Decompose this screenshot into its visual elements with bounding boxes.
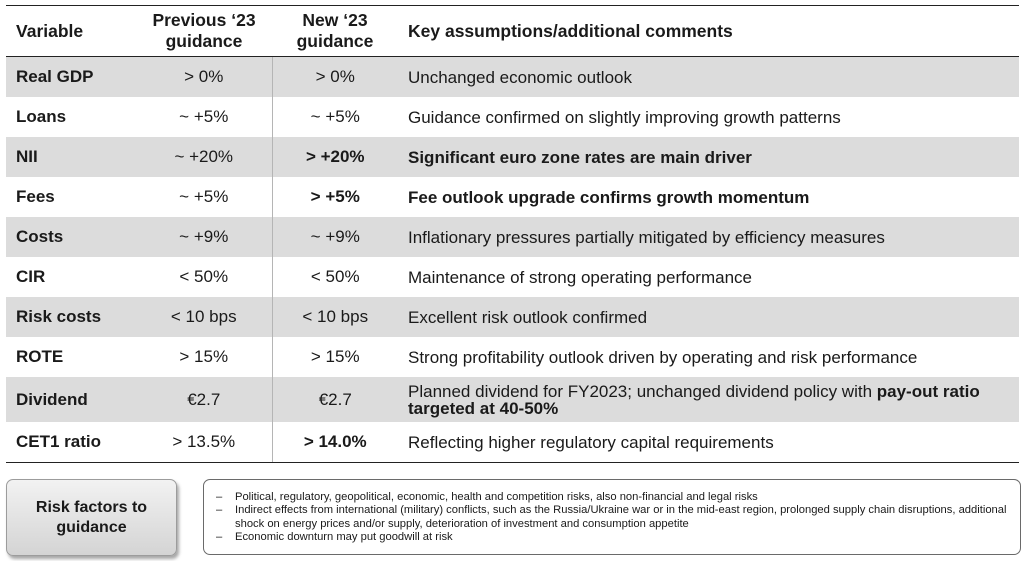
table-row-cet1-ratio: CET1 ratio > 13.5% > 14.0% Reflecting hi… bbox=[6, 422, 1019, 463]
comment-cell: Planned dividend for FY2023; unchanged d… bbox=[398, 377, 1019, 422]
risk-factors-box: – Political, regulatory, geopolitical, ec… bbox=[203, 479, 1021, 555]
previous-guidance-cell: > 15% bbox=[179, 347, 229, 366]
table-row-dividend: Dividend €2.7 €2.7 Planned dividend for … bbox=[6, 377, 1019, 422]
variable-cell: Dividend bbox=[6, 377, 136, 422]
table-row-costs: Costs ~ +9% ~ +9% Inflationary pressures… bbox=[6, 217, 1019, 257]
table-row-real-gdp: Real GDP > 0% > 0% Unchanged economic ou… bbox=[6, 56, 1019, 97]
table-row-risk-costs: Risk costs < 10 bps < 10 bps Excellent r… bbox=[6, 297, 1019, 337]
previous-guidance-cell: ~ +20% bbox=[136, 137, 272, 177]
variable-cell: Costs bbox=[6, 217, 136, 257]
guidance-table: Variable Previous ‘23 guidance New ‘23 g… bbox=[6, 5, 1019, 463]
previous-guidance-cell: ~ +5% bbox=[179, 187, 229, 206]
table-row-cir: CIR < 50% < 50% Maintenance of strong op… bbox=[6, 257, 1019, 297]
new-guidance-cell: > 15% bbox=[271, 337, 398, 377]
previous-guidance-cell: €2.7 bbox=[136, 377, 272, 422]
variable-cell: ROTE bbox=[16, 347, 64, 366]
new-guidance-cell: > +5% bbox=[271, 177, 398, 217]
previous-guidance-cell: < 10 bps bbox=[136, 297, 272, 337]
new-guidance-cell: > 0% bbox=[271, 56, 398, 97]
comment-cell: Fee outlook upgrade confirms growth mome… bbox=[408, 187, 810, 207]
new-guidance-cell: €2.7 bbox=[271, 377, 398, 422]
previous-guidance-cell: < 50% bbox=[179, 267, 229, 286]
new-guidance-cell: < 10 bps bbox=[271, 297, 398, 337]
table-row-loans: Loans ~ +5% ~ +5% Guidance confirmed on … bbox=[6, 97, 1019, 137]
risk-factor-item: – Political, regulatory, geopolitical, ec… bbox=[216, 491, 1010, 504]
header-new-guidance: New ‘23 guidance bbox=[272, 5, 398, 57]
comment-bold-text: pay-out ratio targeted at 40-50% bbox=[408, 381, 980, 418]
comment-cell: Unchanged economic outlook bbox=[398, 56, 1019, 97]
risk-factors-label: Risk factors to guidance bbox=[6, 479, 177, 556]
header-comments: Key assumptions/additional comments bbox=[398, 5, 1019, 57]
risk-factors-list: – Political, regulatory, geopolitical, ec… bbox=[216, 491, 1010, 545]
comment-cell: Excellent risk outlook confirmed bbox=[398, 297, 1019, 337]
variable-cell: Risk costs bbox=[6, 297, 136, 337]
risk-factor-text: Economic downturn may put goodwill at ri… bbox=[235, 531, 453, 544]
bullet-dash: – bbox=[216, 491, 223, 503]
comment-cell: Guidance confirmed on slightly improving… bbox=[408, 107, 841, 127]
table-header-row: Variable Previous ‘23 guidance New ‘23 g… bbox=[6, 5, 1019, 57]
bullet-dash: – bbox=[216, 504, 223, 517]
variable-cell: NII bbox=[6, 137, 136, 177]
risk-factor-item: – Indirect effects from international (mi… bbox=[216, 504, 1010, 531]
previous-guidance-cell: > 0% bbox=[136, 56, 272, 97]
comment-cell: Significant euro zone rates are main dri… bbox=[398, 137, 1019, 177]
new-guidance-cell: < 50% bbox=[271, 257, 398, 297]
header-variable: Variable bbox=[6, 5, 136, 57]
table-row-nii: NII ~ +20% > +20% Significant euro zone … bbox=[6, 137, 1019, 177]
previous-guidance-cell: ~ +9% bbox=[136, 217, 272, 257]
risk-factor-text: Political, regulatory, geopolitical, eco… bbox=[235, 491, 758, 503]
risk-factor-item: – Economic downturn may put goodwill at r… bbox=[216, 531, 1010, 544]
comment-cell: Strong profitability outlook driven by o… bbox=[408, 347, 918, 367]
new-guidance-cell: ~ +5% bbox=[271, 97, 398, 137]
variable-cell: Loans bbox=[16, 107, 67, 126]
new-guidance-cell: ~ +9% bbox=[271, 217, 398, 257]
new-guidance-cell: > +20% bbox=[271, 137, 398, 177]
variable-cell: CET1 ratio bbox=[6, 422, 136, 463]
comment-text: Planned dividend for FY2023; unchanged d… bbox=[408, 381, 877, 401]
variable-cell: Fees bbox=[16, 187, 55, 206]
variable-cell: CIR bbox=[16, 267, 46, 286]
variable-cell: Real GDP bbox=[6, 56, 136, 97]
new-guidance-cell: > 14.0% bbox=[271, 422, 398, 463]
comment-cell: Inflationary pressures partially mitigat… bbox=[398, 217, 1019, 257]
previous-guidance-cell: > 13.5% bbox=[136, 422, 272, 463]
comment-cell: Maintenance of strong operating performa… bbox=[408, 267, 752, 287]
table-row-rote: ROTE > 15% > 15% Strong profitability ou… bbox=[6, 337, 1019, 377]
previous-guidance-cell: ~ +5% bbox=[179, 107, 229, 126]
risk-factor-text: Indirect effects from international (mil… bbox=[235, 504, 1007, 530]
comment-cell: Reflecting higher regulatory capital req… bbox=[398, 422, 1019, 463]
bullet-dash: – bbox=[216, 531, 223, 544]
table-row-fees: Fees ~ +5% > +5% Fee outlook upgrade con… bbox=[6, 177, 1019, 217]
header-previous-guidance: Previous ‘23 guidance bbox=[136, 5, 272, 57]
